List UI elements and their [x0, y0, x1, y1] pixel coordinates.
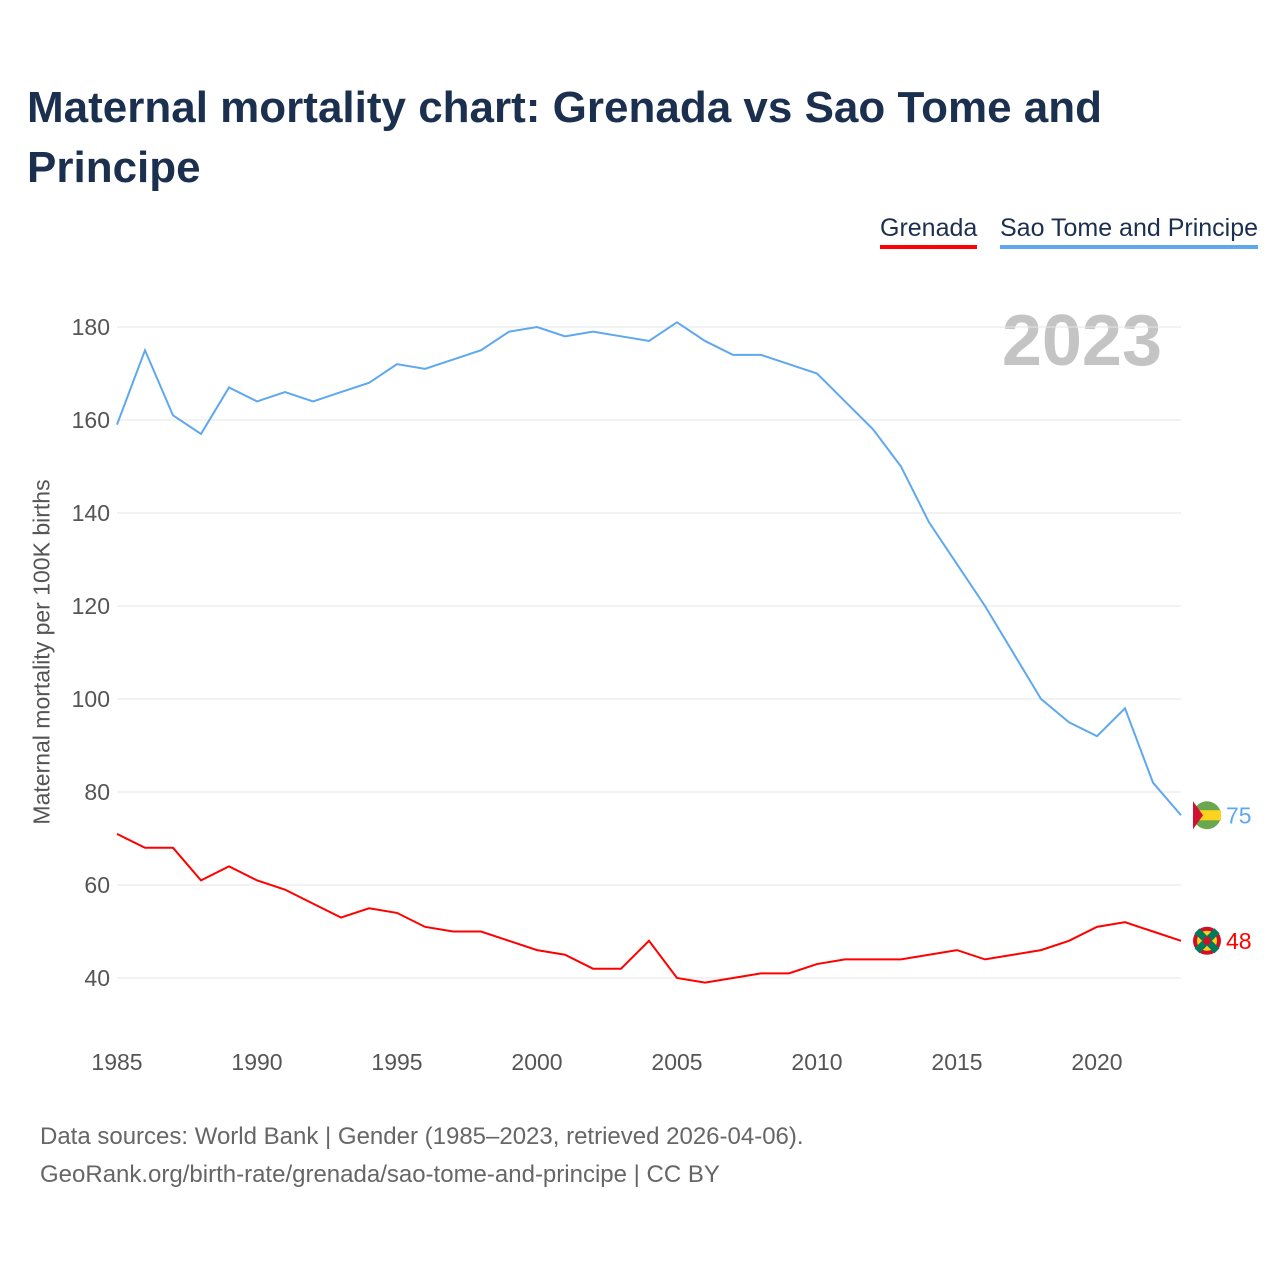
source-line-2[interactable]: GeoRank.org/birth-rate/grenada/sao-tome-…: [40, 1161, 720, 1188]
legend-sao-tome[interactable]: Sao Tome and Principe: [1000, 214, 1259, 249]
y-tick-label: 80: [84, 779, 110, 805]
y-tick-label: 180: [72, 314, 110, 340]
y-tick-label: 40: [84, 965, 110, 991]
y-tick-label: 60: [84, 872, 110, 898]
x-tick-label: 1985: [91, 1049, 142, 1075]
x-tick-label: 1995: [371, 1049, 422, 1075]
series-line-sao-tome: [116, 321, 1182, 816]
year-label: 2023: [1001, 301, 1162, 381]
flag-triangle: [1193, 801, 1203, 830]
legend-grenada[interactable]: Grenada: [880, 214, 978, 249]
flag-stripe: [1193, 810, 1221, 821]
x-tick-label: 1990: [231, 1049, 282, 1075]
x-tick-label: 2000: [511, 1049, 562, 1075]
end-value-label: 48: [1226, 928, 1252, 954]
flag-center: [1203, 936, 1211, 945]
y-tick-label: 140: [72, 500, 110, 526]
source-note: Data sources: World Bank | Gender (1985–…: [40, 1118, 804, 1194]
series-line-grenada: [116, 832, 1182, 984]
end-value-label: 75: [1226, 802, 1252, 828]
y-tick-label: 160: [72, 407, 110, 433]
x-tick-label: 2010: [791, 1049, 842, 1075]
x-tick-label: 2005: [651, 1049, 702, 1075]
x-tick-label: 2020: [1071, 1049, 1122, 1075]
source-line-1: Data sources: World Bank | Gender (1985–…: [40, 1123, 804, 1150]
chart-title: Maternal mortality chart: Grenada vs Sao…: [27, 83, 1103, 192]
y-tick-label: 100: [72, 686, 110, 712]
y-tick-label: 120: [72, 593, 110, 619]
x-tick-label: 2015: [931, 1049, 982, 1075]
